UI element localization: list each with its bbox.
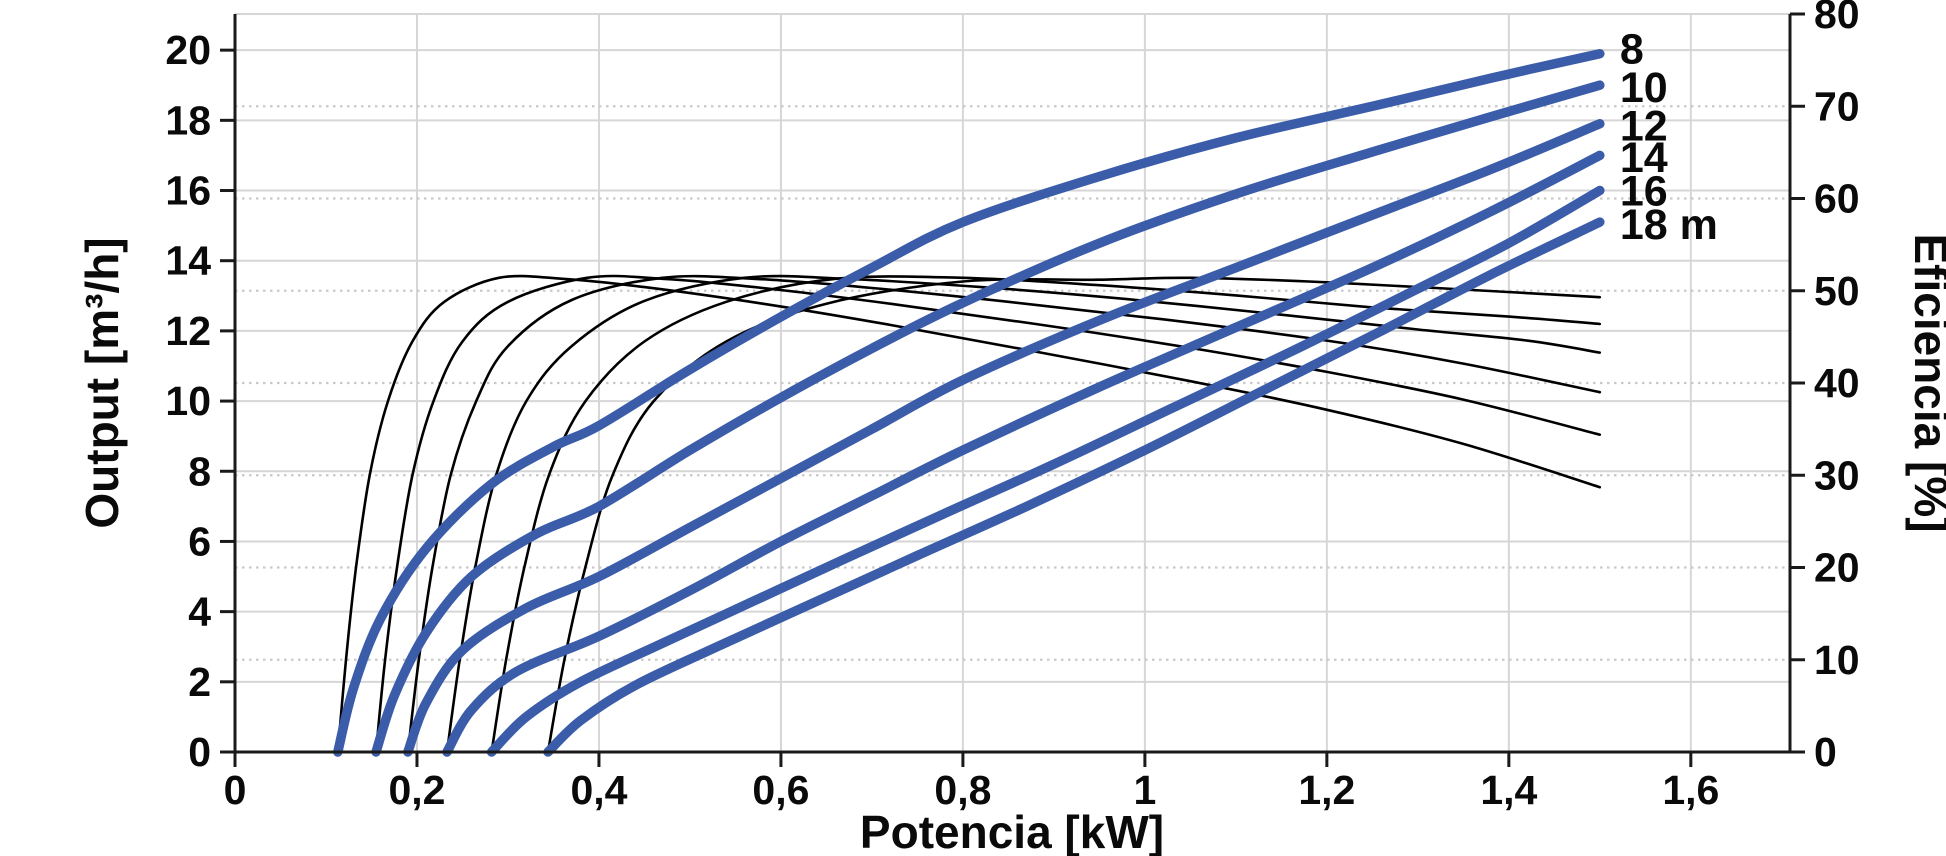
right-tick-label: 80 [1814, 0, 1860, 37]
efficiency-curve-10m [374, 274, 1602, 754]
curve-label-14m: 14 [1620, 134, 1668, 182]
output-curve-8m [333, 48, 1605, 757]
right-tick-label: 70 [1814, 83, 1860, 129]
right-tick-label: 60 [1814, 176, 1860, 222]
x-tick-label: 1 [1133, 767, 1156, 813]
left-tick-label: 16 [165, 168, 211, 214]
left-tick-label: 20 [165, 27, 211, 73]
left-tick-label: 0 [188, 729, 211, 775]
output-curve-12m [403, 119, 1605, 757]
x-tick-label: 0,4 [570, 767, 627, 813]
curve-label-10m: 10 [1620, 64, 1668, 112]
left-tick-label: 10 [165, 378, 211, 424]
left-tick-label: 4 [188, 589, 211, 635]
efficiency-curves [336, 274, 1602, 754]
tick-labels: 0 0,2 0,4 0,6 0,8 1 1,2 1,4 1,602468101214161820… [165, 0, 1859, 813]
left-tick-label: 2 [188, 659, 211, 705]
curve-label-8m: 8 [1620, 25, 1644, 73]
left-axis-title: Output [m³/h] [76, 237, 128, 528]
curve-label-12m: 12 [1620, 103, 1668, 151]
left-tick-label: 6 [188, 518, 211, 564]
right-tick-label: 0 [1814, 729, 1837, 775]
output-curves [333, 48, 1605, 757]
output-curve-18m [543, 217, 1605, 757]
right-axis-title: Eficiencia [%] [1905, 233, 1946, 532]
right-tick-label: 50 [1814, 268, 1860, 314]
left-tick-label: 8 [188, 448, 211, 494]
left-tick-label: 18 [165, 97, 211, 143]
x-tick-label: 0,6 [752, 767, 809, 813]
efficiency-curve-14m [445, 274, 1602, 754]
x-tick-label: 1,6 [1662, 767, 1719, 813]
right-tick-label: 20 [1814, 545, 1860, 591]
x-tick-label: 1,2 [1298, 767, 1355, 813]
right-tick-label: 10 [1814, 637, 1860, 683]
output-curve-10m [371, 80, 1605, 757]
output-curve-14m [442, 150, 1605, 757]
curve-label-16m: 16 [1620, 168, 1668, 216]
x-tick-label: 0,8 [934, 767, 991, 813]
left-tick-label: 14 [165, 238, 211, 284]
x-axis-title: Potencia [kW] [860, 806, 1164, 856]
right-tick-label: 30 [1814, 452, 1860, 498]
x-tick-label: 1,4 [1480, 767, 1537, 813]
gridlines [235, 13, 1790, 752]
x-tick-label: 0,2 [388, 767, 445, 813]
curve-label-18m: 18 m [1620, 201, 1718, 249]
x-tick-label: 0 [224, 767, 247, 813]
right-tick-label: 40 [1814, 360, 1860, 406]
axes-and-ticks [220, 12, 1805, 767]
efficiency-curve-8m [336, 274, 1602, 754]
left-tick-label: 12 [165, 308, 211, 354]
output-curve-16m [486, 185, 1605, 757]
